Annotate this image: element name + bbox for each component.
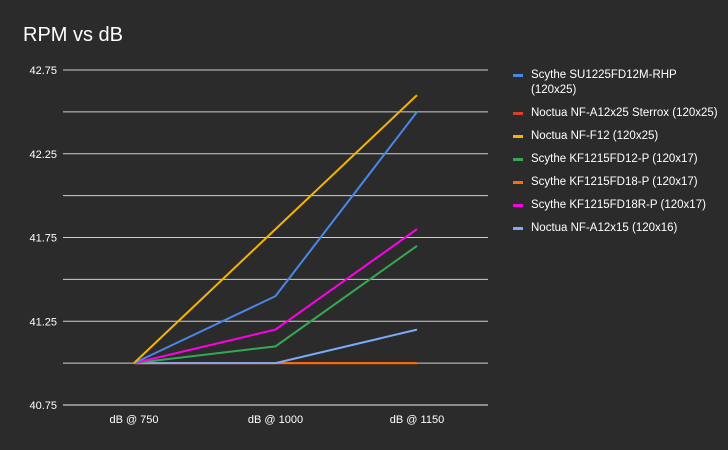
legend-swatch — [513, 227, 523, 230]
legend-item[interactable]: Scythe SU1225FD12M-RHP (120x25) — [513, 68, 723, 98]
legend-item[interactable]: Noctua NF-A12x25 Sterrox (120x25) — [513, 106, 723, 121]
legend-item[interactable]: Scythe KF1215FD18-P (120x17) — [513, 175, 723, 190]
legend: Scythe SU1225FD12M-RHP (120x25) Noctua NF… — [513, 68, 723, 244]
legend-label: Scythe SU1225FD12M-RHP (120x25) — [531, 69, 677, 96]
series-line-6 — [134, 328, 418, 365]
series-line-5 — [133, 228, 418, 365]
legend-item[interactable]: Noctua NF-A12x15 (120x16) — [513, 221, 723, 236]
legend-swatch — [513, 204, 523, 207]
legend-label: Scythe KF1215FD12-P (120x17) — [531, 153, 698, 165]
legend-swatch — [513, 112, 523, 115]
y-tick-label: 42.25 — [29, 149, 57, 161]
legend-swatch — [513, 181, 523, 184]
legend-item[interactable]: Scythe KF1215FD18R-P (120x17) — [513, 198, 723, 213]
x-tick-label: dB @ 1150 — [390, 414, 444, 426]
x-tick-label: dB @ 1000 — [248, 414, 303, 426]
legend-label: Noctua NF-A12x15 (120x16) — [531, 222, 678, 234]
series-line-0 — [133, 111, 418, 365]
y-tick-label: 40.75 — [29, 400, 57, 412]
legend-item[interactable]: Noctua NF-F12 (120x25) — [513, 129, 723, 144]
series-line-2 — [133, 94, 418, 364]
y-tick-label: 41.25 — [29, 316, 57, 328]
y-tick-label: 42.75 — [29, 65, 57, 77]
legend-swatch — [513, 74, 523, 77]
x-tick-label: dB @ 750 — [109, 414, 158, 426]
y-tick-label: 41.75 — [29, 233, 57, 245]
legend-label: Noctua NF-A12x25 Sterrox (120x25) — [531, 107, 718, 119]
legend-swatch — [513, 158, 523, 161]
legend-label: Noctua NF-F12 (120x25) — [531, 130, 659, 142]
legend-label: Scythe KF1215FD18R-P (120x17) — [531, 199, 706, 211]
chart-title: RPM vs dB — [23, 24, 124, 46]
legend-label: Scythe KF1215FD18-P (120x17) — [531, 176, 698, 188]
legend-item[interactable]: Scythe KF1215FD12-P (120x17) — [513, 152, 723, 167]
legend-swatch — [513, 135, 523, 138]
series-line-3 — [133, 245, 418, 365]
